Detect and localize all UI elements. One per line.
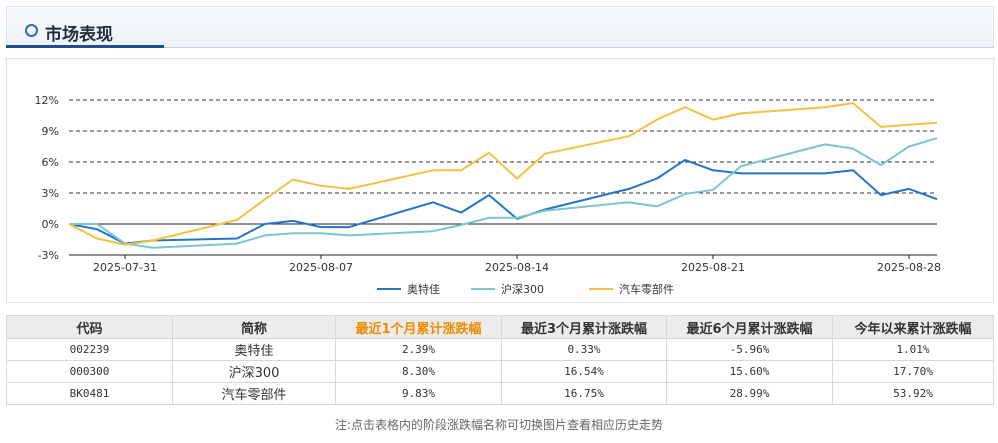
cell-ytd: 17.70%	[832, 360, 994, 383]
cell-1m: 2.39%	[335, 338, 502, 361]
cell-name: 奥特佳	[172, 338, 336, 361]
table-row: BK0481 汽车零部件 9.83% 16.75% 28.99% 53.92%	[6, 382, 994, 405]
chart-grid	[69, 99, 937, 256]
section-header: 市场表现	[6, 6, 994, 48]
cell-6m: 15.60%	[666, 360, 833, 383]
x-tick-label: 2025-08-21	[681, 261, 745, 274]
circle-bullet-icon	[25, 24, 38, 37]
cell-name: 沪深300	[172, 360, 336, 383]
performance-table: 代码 简称 最近1个月累计涨跌幅 最近3个月累计涨跌幅 最近6个月累计涨跌幅 今…	[6, 315, 994, 405]
series-line	[69, 137, 938, 249]
cell-code: BK0481	[6, 382, 173, 405]
cell-3m: 16.54%	[501, 360, 667, 383]
header-underline	[6, 45, 164, 48]
cell-code: 000300	[6, 360, 173, 383]
cell-1m: 9.83%	[335, 382, 502, 405]
cell-ytd: 1.01%	[832, 338, 994, 361]
cell-3m: 0.33%	[501, 338, 667, 361]
x-axis-labels: 2025-07-31 2025-08-07 2025-08-14 2025-08-21…	[93, 255, 941, 274]
y-tick-label: 9%	[42, 125, 59, 138]
chart-series	[68, 102, 938, 249]
cell-ytd: 53.92%	[832, 382, 994, 405]
header-short-name: 简称	[172, 315, 336, 339]
footnote: 注:点击表格内的阶段涨跌幅名称可切换图片查看相应历史走势	[334, 418, 664, 432]
cell-1m: 8.30%	[335, 360, 502, 383]
chart-panel: 12% 9% 6% 3% 0% -3% 2025-07-31 2025-08-07 2025-…	[6, 58, 994, 303]
y-axis-labels: 12% 9% 6% 3% 0% -3%	[35, 94, 59, 262]
legend-label: 汽车零部件	[619, 282, 674, 296]
header-code: 代码	[6, 315, 173, 339]
x-tick-label: 2025-08-07	[289, 261, 353, 274]
legend-label: 奥特佳	[407, 282, 440, 296]
tab-1-month-change[interactable]: 最近1个月累计涨跌幅	[335, 315, 502, 339]
series-line	[68, 102, 938, 246]
legend-label: 沪深300	[501, 282, 544, 296]
cell-3m: 16.75%	[501, 382, 667, 405]
table-header-row: 代码 简称 最近1个月累计涨跌幅 最近3个月累计涨跌幅 最近6个月累计涨跌幅 今…	[6, 315, 994, 339]
cell-6m: 28.99%	[666, 382, 833, 405]
table-row: 002239 奥特佳 2.39% 0.33% -5.96% 1.01%	[6, 338, 994, 361]
tab-ytd-change[interactable]: 今年以来累计涨跌幅	[832, 315, 994, 339]
x-tick-label: 2025-08-14	[485, 261, 549, 274]
series-line	[68, 158, 938, 245]
y-tick-label: -3%	[38, 249, 59, 262]
cell-code: 002239	[6, 338, 173, 361]
section-title: 市场表现	[45, 25, 113, 45]
chart-legend: 奥特佳 沪深300 汽车零部件	[377, 282, 674, 296]
tab-3-month-change[interactable]: 最近3个月累计涨跌幅	[501, 315, 667, 339]
x-tick-label: 2025-07-31	[93, 261, 157, 274]
header-divider	[164, 47, 994, 48]
y-tick-label: 3%	[42, 187, 59, 200]
y-tick-label: 0%	[42, 218, 59, 231]
tab-6-month-change[interactable]: 最近6个月累计涨跌幅	[666, 315, 833, 339]
y-tick-label: 6%	[42, 156, 59, 169]
cell-name: 汽车零部件	[172, 382, 336, 405]
y-tick-label: 12%	[35, 94, 59, 107]
table-row: 000300 沪深300 8.30% 16.54% 15.60% 17.70%	[6, 360, 994, 383]
cell-6m: -5.96%	[666, 338, 833, 361]
line-chart: 12%9%6%3%0%-3% 2025-07-31 2025-08-07 2025-…	[35, 94, 941, 296]
x-tick-label: 2025-08-28	[877, 261, 941, 274]
